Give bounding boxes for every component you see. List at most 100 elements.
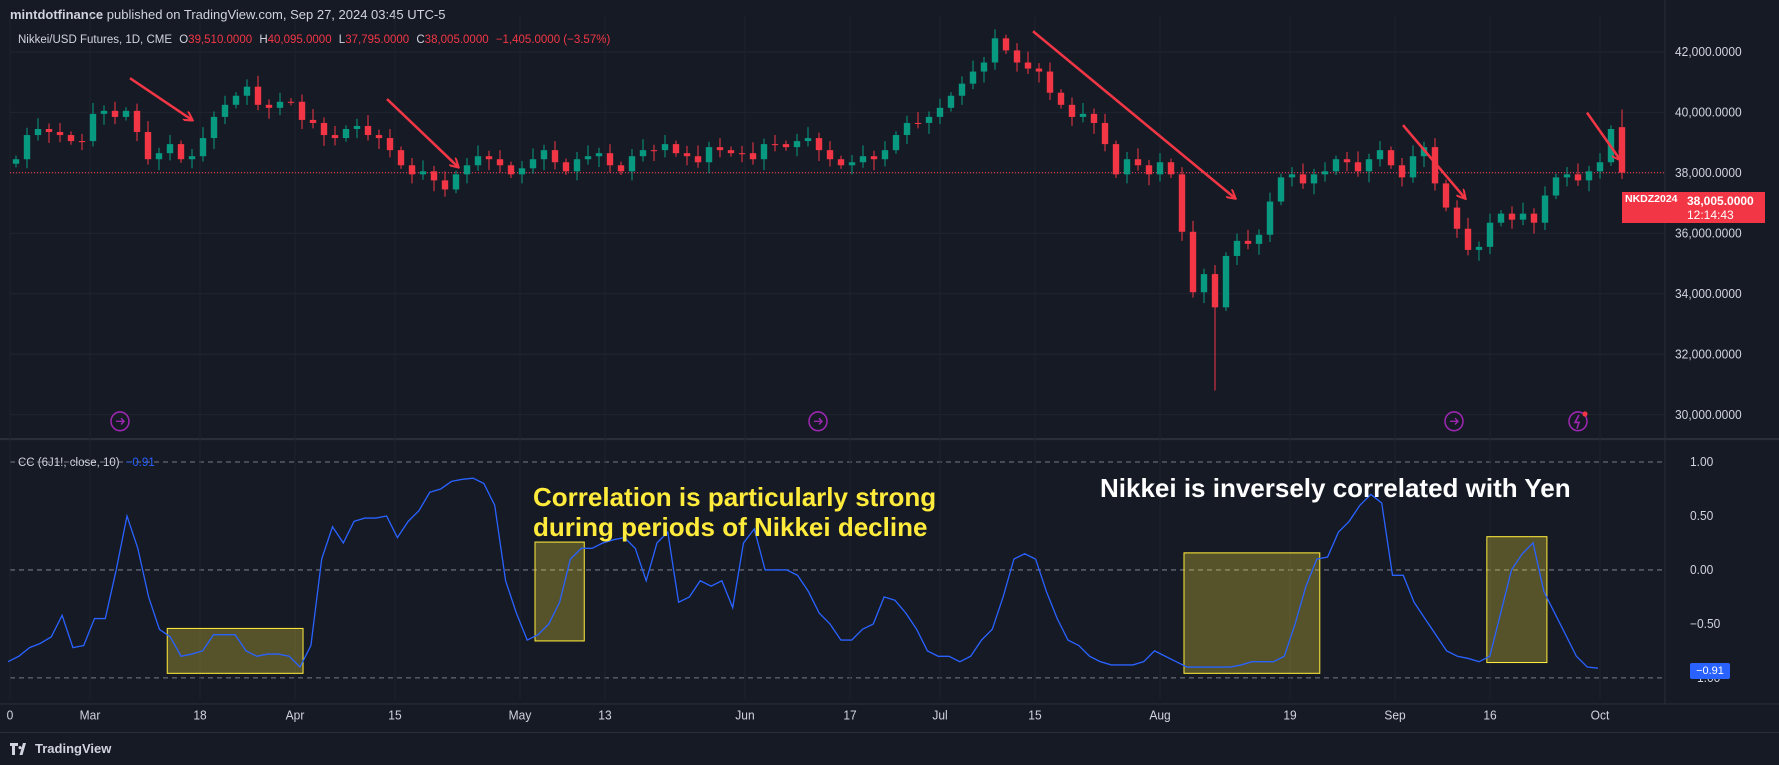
symbol-tag: NKDZ2024: [1622, 192, 1682, 207]
candle-body: [1057, 92, 1065, 105]
dividend-event-icon[interactable]: [1444, 411, 1464, 432]
trend-arrows: [129, 30, 1620, 198]
candle-body: [925, 116, 933, 123]
candle-body: [67, 135, 75, 142]
price-tick-label: 30,000.0000: [1675, 408, 1742, 422]
publisher-name[interactable]: mintdotfinance: [10, 7, 104, 22]
candle-body: [551, 150, 559, 163]
candle-body: [870, 156, 878, 160]
candle-body: [1112, 144, 1120, 175]
candle-body: [1222, 255, 1230, 308]
candle-body: [23, 135, 31, 160]
candles: [12, 29, 1626, 391]
time-tick-label: 17: [843, 708, 857, 722]
candle-body: [947, 95, 955, 108]
candle-body: [1156, 162, 1164, 175]
time-tick-label: 13: [598, 708, 612, 722]
grid: [0, 0, 1779, 705]
candle-body: [540, 150, 548, 160]
chart-canvas[interactable]: 42,000.0000 40,000.0000 38,000.0000 36,000.…: [0, 0, 1779, 730]
candle-body: [375, 135, 383, 139]
candle-body: [221, 104, 229, 117]
time-tick-label: 15: [1028, 708, 1042, 722]
candle-body: [804, 138, 812, 142]
candle-body: [1497, 213, 1505, 223]
candle-body: [1431, 147, 1439, 184]
candle-body: [1376, 150, 1384, 160]
dividend-event-icon[interactable]: [808, 411, 828, 432]
close-label: C: [416, 34, 425, 46]
indicator-name[interactable]: CC (6J1!, close, 10): [18, 457, 120, 469]
candle-body: [265, 104, 273, 108]
candle-body: [1409, 156, 1417, 178]
candle-body: [606, 153, 614, 166]
candle-body: [1354, 162, 1362, 172]
annotation-inverse-correlation: Nikkei is inversely correlated with Yen: [1100, 473, 1571, 503]
candle-body: [1090, 113, 1098, 123]
time-tick-label: Sep: [1384, 708, 1406, 722]
candle-body: [793, 141, 801, 148]
candle-body: [1530, 213, 1538, 223]
candle-body: [254, 86, 262, 105]
candle-body: [1519, 213, 1527, 220]
annotation-yellow-line2: during periods of Nikkei decline: [533, 512, 928, 542]
candle-body: [1585, 171, 1593, 181]
time-tick-label: Apr: [286, 708, 305, 722]
candle-body: [1255, 234, 1263, 244]
correlation-polyline: [7, 477, 1599, 669]
symbol-label[interactable]: Nikkei/USD Futures, 1D, CME: [18, 34, 173, 46]
time-tick-label: Jun: [735, 708, 755, 722]
cc-tick-label: −0.50: [1690, 617, 1721, 631]
candle-body: [177, 144, 185, 160]
time-axis[interactable]: 0 Mar 18 Apr 15 May 13 Jun 17 Jul 15 Aug 19 Sep 16 Oct: [7, 708, 1610, 722]
candle-body: [749, 153, 757, 160]
time-tick-label: 19: [1283, 708, 1297, 722]
candle-body: [980, 62, 988, 72]
candle-body: [1398, 165, 1406, 178]
candle-body: [738, 153, 746, 155]
candle-body: [694, 156, 702, 163]
candle-body: [661, 144, 669, 151]
candle-body: [639, 150, 647, 157]
tradingview-logo[interactable]: TradingView: [10, 741, 111, 756]
candle-body: [1596, 162, 1604, 172]
time-tick-label: Oct: [1591, 708, 1610, 722]
candle-body: [166, 144, 174, 154]
candle-body: [1475, 246, 1483, 250]
cc-tick-label: 1.00: [1690, 455, 1714, 469]
candle-body: [1068, 104, 1076, 117]
candle-body: [705, 147, 713, 163]
candle-body: [496, 159, 504, 166]
candle-body: [903, 122, 911, 136]
event-markers[interactable]: [110, 411, 1588, 432]
candle-body: [573, 159, 581, 172]
candle-body: [100, 110, 108, 114]
candle-body: [419, 171, 427, 175]
time-tick-label: 15: [388, 708, 402, 722]
candle-body: [991, 38, 999, 63]
candle-body: [364, 125, 372, 136]
candle-body: [89, 113, 97, 142]
dividend-event-icon[interactable]: [110, 411, 130, 432]
candle-body: [1244, 240, 1252, 244]
price-tick-label: 40,000.0000: [1675, 105, 1742, 119]
candle-body: [342, 128, 350, 139]
price-axis[interactable]: 42,000.0000 40,000.0000 38,000.0000 36,000.…: [1675, 45, 1742, 685]
candle-body: [12, 159, 20, 164]
candle-body: [1200, 274, 1208, 293]
candle-body: [353, 125, 361, 129]
candle-body: [309, 119, 317, 123]
candle-body: [188, 156, 196, 160]
change-value: −1,405.0000 (−3.57%): [495, 34, 611, 46]
candle-body: [595, 153, 603, 157]
candle-body: [507, 165, 515, 175]
candle-body: [1508, 213, 1516, 220]
candle-body: [1123, 159, 1131, 175]
main-legend[interactable]: Nikkei/USD Futures, 1D, CME O39,510.0000…: [18, 34, 610, 46]
trend-arrow: [129, 77, 192, 120]
candle-body: [672, 144, 680, 154]
open-value: 39,510.0000: [188, 34, 253, 46]
indicator-legend[interactable]: CC (6J1!, close, 10) −0.91: [18, 457, 155, 469]
earnings-event-icon[interactable]: [1568, 411, 1588, 432]
candle-body: [1233, 240, 1241, 256]
